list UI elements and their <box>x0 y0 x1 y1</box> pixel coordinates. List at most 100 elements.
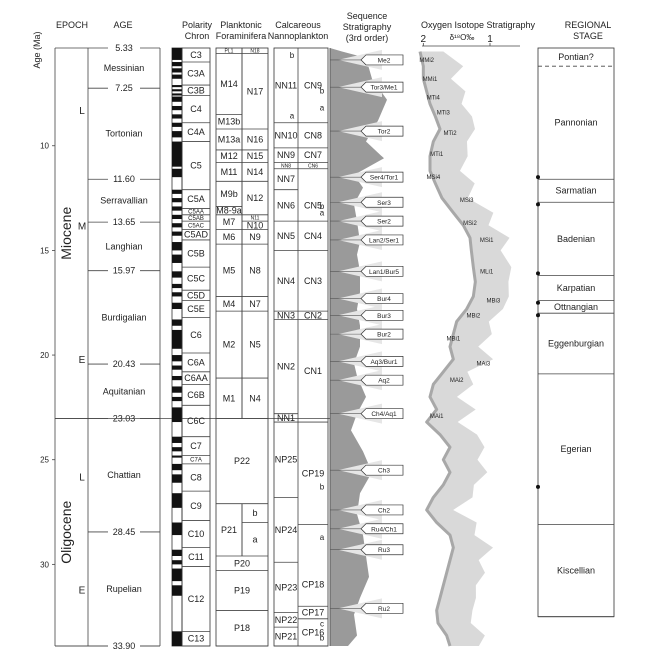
foram-zone-label: PL1 <box>225 48 234 54</box>
chron-label: C5A <box>187 194 205 204</box>
isotope-event-label: MSi4 <box>426 175 440 181</box>
stage-name: Messinian <box>104 63 145 73</box>
foram-zone-label: M4 <box>223 299 236 309</box>
sequence-boundary-tag <box>360 504 404 516</box>
nanno-zone-label: NN11 <box>275 80 297 90</box>
chron-label: C6 <box>190 330 202 340</box>
isotope-event-label: MSi1 <box>480 238 494 244</box>
isotope-event-label: MTi3 <box>437 110 451 116</box>
normal-polarity-band <box>172 549 182 556</box>
polarity-header-2: Chron <box>185 31 210 41</box>
foram-zone-label: N11 <box>251 216 260 222</box>
nanno-zone-label: CN5 <box>304 200 322 210</box>
sequence-boundary-tag <box>360 54 404 66</box>
age-boundary-label: 33.90 <box>113 641 136 651</box>
chron-label: C7A <box>190 458 202 464</box>
chron-label: C5AC <box>188 223 205 229</box>
chron-label: C6B <box>187 390 205 400</box>
chron-label: C8 <box>190 473 202 483</box>
chron-label: C5AA <box>188 210 204 216</box>
sequence-boundary-label: Bur3 <box>377 313 391 320</box>
sequence-boundary-tag <box>360 234 404 246</box>
nanno-zone-label: a <box>320 208 325 217</box>
sequence-header-1: Sequence <box>347 11 388 21</box>
nanno-zone-label: CP18 <box>302 579 325 589</box>
sequence-boundary-tag <box>360 265 404 277</box>
nanno-zone-label: CP16 <box>302 627 325 637</box>
age-tick-label: 15 <box>40 246 49 255</box>
sequence-boundary-label: Bur2 <box>377 332 391 339</box>
isotope-event-label: MSi2 <box>463 221 477 227</box>
foram-zone-label: M5 <box>223 265 236 275</box>
normal-polarity-band <box>172 436 182 443</box>
isotope-event-label: MBi2 <box>466 313 480 319</box>
sequence-boundary-label: Aq3/Bur1 <box>370 359 397 366</box>
sub-epoch-label: L <box>79 472 85 483</box>
nanno-zone-label: CP17 <box>302 608 325 618</box>
normal-polarity-band <box>172 231 182 236</box>
regional-tie-point <box>536 175 540 180</box>
isotope-tick-label: 1 <box>487 34 493 45</box>
regional-stage-column: Pontian? Pannonian Sarmatian Badenian Karpat… <box>536 47 615 618</box>
normal-polarity-band <box>172 292 182 297</box>
foram-zone-label: M1 <box>223 393 236 403</box>
nanno-zone-label: NP24 <box>275 525 298 535</box>
normal-polarity-band <box>172 198 182 203</box>
nanno-zone-label: NP23 <box>275 582 298 592</box>
nanno-zone-label: b <box>320 202 325 211</box>
foram-zone-label: M6 <box>223 232 236 242</box>
chron-label: C6AA <box>184 373 208 383</box>
nanno-zone-label: NP21 <box>275 632 298 642</box>
foram-zone-label: P19 <box>234 586 250 596</box>
normal-polarity-band <box>172 375 182 381</box>
sequence-boundary-label: Ser4/Tor1 <box>370 175 399 182</box>
isotope-event-label: MTi4 <box>427 96 441 102</box>
foram-zone-label: b <box>252 508 257 518</box>
foram-zone-label: M12 <box>220 151 238 161</box>
foram-zone-label: N12 <box>247 193 264 203</box>
sequence-boundary-label: Aq2 <box>378 378 390 385</box>
sequence-boundary-label: Ch3 <box>378 468 390 475</box>
regional-stage-name: Karpatian <box>557 283 596 293</box>
sequence-boundary-label: Ru3 <box>378 547 390 554</box>
normal-polarity-band <box>172 283 182 289</box>
chron-label: C5AD <box>184 230 209 240</box>
nanno-zone-label: CN7 <box>304 150 322 160</box>
foram-zone-label: N7 <box>249 299 261 309</box>
regional-header-1: REGIONAL <box>565 20 612 30</box>
sequence-boundary-label: Bur4 <box>377 296 391 303</box>
normal-polarity-band <box>172 474 182 483</box>
nanno-zone-label: CN2 <box>304 310 322 320</box>
sequence-boundary-tag <box>360 544 404 556</box>
normal-polarity-band <box>172 568 182 582</box>
isotope-event-label: MTi1 <box>430 152 444 158</box>
foram-zone-label: M11 <box>221 167 238 177</box>
sequence-boundary-tag <box>360 171 404 183</box>
normal-polarity-band <box>172 168 182 178</box>
sequence-boundary-label: Me2 <box>378 57 391 64</box>
age-tick-label: 30 <box>40 560 49 569</box>
chron-label: C4 <box>190 104 202 114</box>
isotope-column: 2 1 MMi2 MMi1 MTi4 MTi3 MTi2 MTi1 MSi4 MSi3 MSi2 MS… <box>418 34 520 647</box>
nanno-zone-label: b <box>320 86 325 95</box>
nanno-zone-label: CN1 <box>304 366 322 376</box>
foram-zone-label: P20 <box>234 558 250 568</box>
nanno-header-2: Nannoplankton <box>268 31 329 41</box>
foram-zone-label: M9b <box>220 189 238 199</box>
normal-polarity-band <box>172 631 182 646</box>
nanno-zone-label: NN6 <box>277 200 295 210</box>
sequence-boundary-label: Tor3/Me1 <box>370 85 397 92</box>
normal-polarity-band <box>172 463 182 471</box>
regional-stage-name: Eggenburgian <box>548 339 604 349</box>
age-label-bg <box>108 217 140 228</box>
isotope-event-label: MAi1 <box>430 414 444 420</box>
foram-zone-label: P21 <box>221 525 237 535</box>
chron-label: C5C <box>187 274 206 284</box>
normal-polarity-band <box>172 407 182 423</box>
normal-polarity-band <box>172 223 182 228</box>
isotope-event-label: MBi3 <box>486 299 500 305</box>
sequence-header-3: (3rd order) <box>346 33 389 43</box>
isotope-event-label: MSi3 <box>460 198 474 204</box>
normal-polarity-band <box>172 386 182 393</box>
